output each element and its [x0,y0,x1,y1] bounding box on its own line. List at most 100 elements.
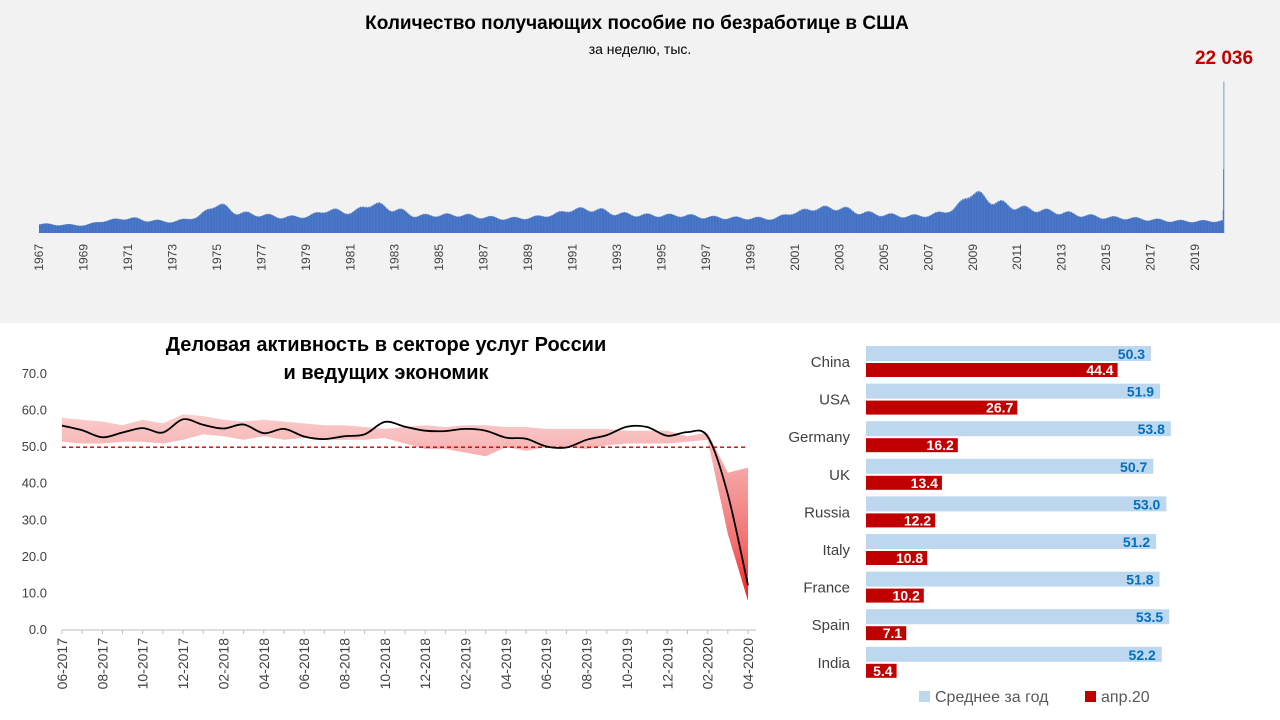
claims-bar [186,218,188,233]
claims-bar [701,218,702,233]
claims-bar [898,216,900,233]
claims-bar [783,214,785,233]
claims-bar [989,204,991,233]
claims-bar [593,211,595,233]
claims-bar [205,210,207,233]
claims-bar [582,207,584,233]
claims-bar [287,216,289,233]
claims-bar [265,214,267,233]
claims-bar [1170,222,1171,233]
claims-bar [1165,221,1167,233]
claims-bar [1023,205,1025,233]
claims-bar [864,212,866,233]
claims-bar [675,215,676,233]
claims-bar [466,214,468,233]
claims-bar [568,212,569,233]
claims-bar [608,212,610,233]
claims-bar [452,215,454,233]
claims-x-tick-label: 1973 [165,244,179,271]
claims-bar [1091,214,1093,233]
claims-bar [595,209,597,233]
claims-bar [743,219,744,233]
claims-bar [799,210,801,233]
claims-bar [637,216,639,233]
claims-bar [619,213,621,233]
claims-bar [1049,209,1050,233]
claims-bar [1165,221,1166,233]
claims-bar [994,203,995,233]
claims-bar [737,216,739,233]
claims-bar [1021,207,1023,233]
claims-bar [916,214,918,233]
claims-bar [41,224,43,233]
claims-bar [421,215,422,233]
claims-bar [515,217,517,233]
country-apr-value: 16.2 [927,437,954,453]
claims-bar [281,218,283,233]
claims-x-tick-label: 1981 [343,244,357,271]
claims-bar [1168,221,1169,233]
claims-bar [372,205,374,233]
claims-bar [1094,215,1096,233]
claims-bar [432,215,434,233]
claims-bar [677,216,678,233]
claims-bar [388,209,390,233]
claims-bar [488,216,490,233]
claims-bar [108,220,110,233]
claims-bar [516,217,517,233]
claims-bar [858,214,860,233]
claims-bar [842,207,843,233]
claims-bar [819,208,820,233]
legend-label-avg: Среднее за год [935,689,1049,706]
claims-bar [966,199,967,233]
claims-bar [628,213,630,233]
claims-bar [749,219,750,233]
claims-bar [1002,201,1004,233]
claims-bar [507,218,509,233]
country-apr-bar [866,363,1118,377]
claims-bar [553,214,554,233]
claims-bar [392,211,393,233]
claims-bar [71,224,73,233]
claims-bar [352,212,354,233]
claims-bar [406,212,408,233]
claims-bar [972,196,973,233]
claims-bar [712,215,714,233]
claims-bar [727,219,728,233]
claims-bar [272,215,274,233]
claims-bar [1037,211,1039,233]
claims-bar [964,198,966,233]
claims-bar [123,219,124,233]
claims-bar [360,206,361,233]
claims-bar [443,214,445,233]
claims-bar [226,206,228,233]
claims-bar [926,217,928,233]
claims-bar [558,212,560,233]
claims-bar [383,205,384,233]
claims-bar [260,215,262,233]
claims-bar [313,213,314,233]
claims-bar [120,219,121,233]
claims-bar [1115,216,1117,233]
claims-bar [767,219,769,233]
claims-bar [602,209,604,233]
claims-bar [114,218,115,233]
claims-bar [991,204,993,233]
claims-bar [1110,216,1111,233]
claims-bar [1194,222,1196,233]
claims-bar [551,215,553,233]
claims-bar [557,211,559,233]
claims-bar [1200,220,1201,233]
claims-bar [555,212,557,233]
claims-bar [894,214,896,233]
claims-bar [1087,215,1089,233]
claims-bar [83,225,85,233]
claims-bar [823,205,824,233]
claims-bar [138,218,140,233]
claims-bar [658,216,660,233]
claims-bar [735,217,737,233]
claims-bar [632,216,634,233]
claims-bar [886,214,888,233]
claims-bar [616,215,618,233]
claims-bar [236,215,237,233]
